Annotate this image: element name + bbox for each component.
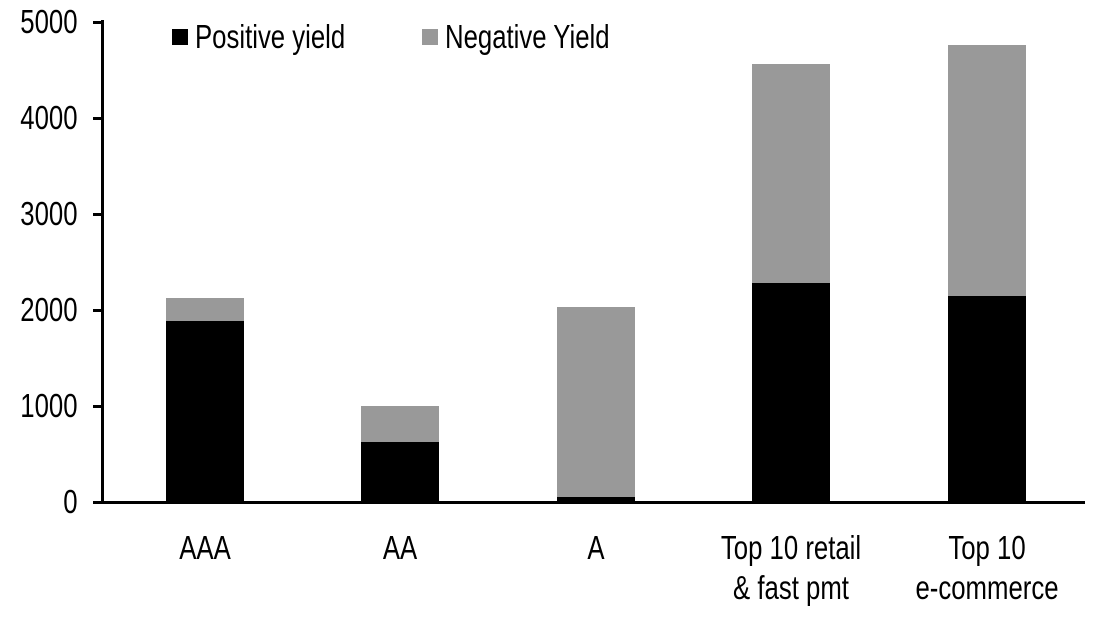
bar-segment	[752, 64, 830, 284]
y-axis-tick-label: 0	[63, 483, 78, 520]
legend-item-positive-yield: Positive yield	[172, 18, 388, 56]
legend-label-negative-yield: Negative Yield	[445, 18, 610, 55]
y-axis-tick-label: 4000	[20, 99, 78, 136]
y-axis-tick-mark	[93, 309, 101, 312]
negative-yield-swatch-icon	[422, 29, 438, 45]
y-axis-tick-mark	[93, 21, 101, 24]
y-axis-tick-label: 3000	[20, 195, 78, 232]
legend-item-negative-yield: Negative Yield	[422, 18, 656, 56]
bar-segment	[948, 295, 1026, 502]
bar-segment	[557, 497, 635, 502]
x-axis-category-label: AAA	[179, 529, 231, 566]
bar-segment	[361, 406, 439, 443]
y-axis-tick-mark	[93, 405, 101, 408]
bar-segment	[166, 298, 244, 321]
positive-yield-swatch-icon	[172, 29, 188, 45]
x-axis-line	[93, 501, 1085, 504]
bar-segment	[948, 45, 1026, 296]
bar-segment	[166, 320, 244, 502]
bar-segment	[361, 442, 439, 502]
legend-label-positive-yield: Positive yield	[195, 18, 346, 55]
y-axis-tick-mark	[93, 213, 101, 216]
y-axis-tick-label: 5000	[20, 3, 78, 40]
y-axis-tick-label: 1000	[20, 387, 78, 424]
bar-segment	[557, 307, 635, 498]
x-axis-category-label: Top 10 e-commerce	[915, 529, 1059, 606]
x-axis-category-label: Top 10 retail & fast pmt	[720, 529, 862, 606]
x-axis-category-label: AA	[382, 529, 418, 566]
y-axis-tick-mark	[93, 117, 101, 120]
y-axis-line	[101, 20, 104, 504]
bar-segment	[752, 283, 830, 502]
y-axis-tick-mark	[93, 501, 101, 504]
x-axis-category-label: A	[587, 529, 605, 566]
y-axis-tick-label: 2000	[20, 291, 78, 328]
